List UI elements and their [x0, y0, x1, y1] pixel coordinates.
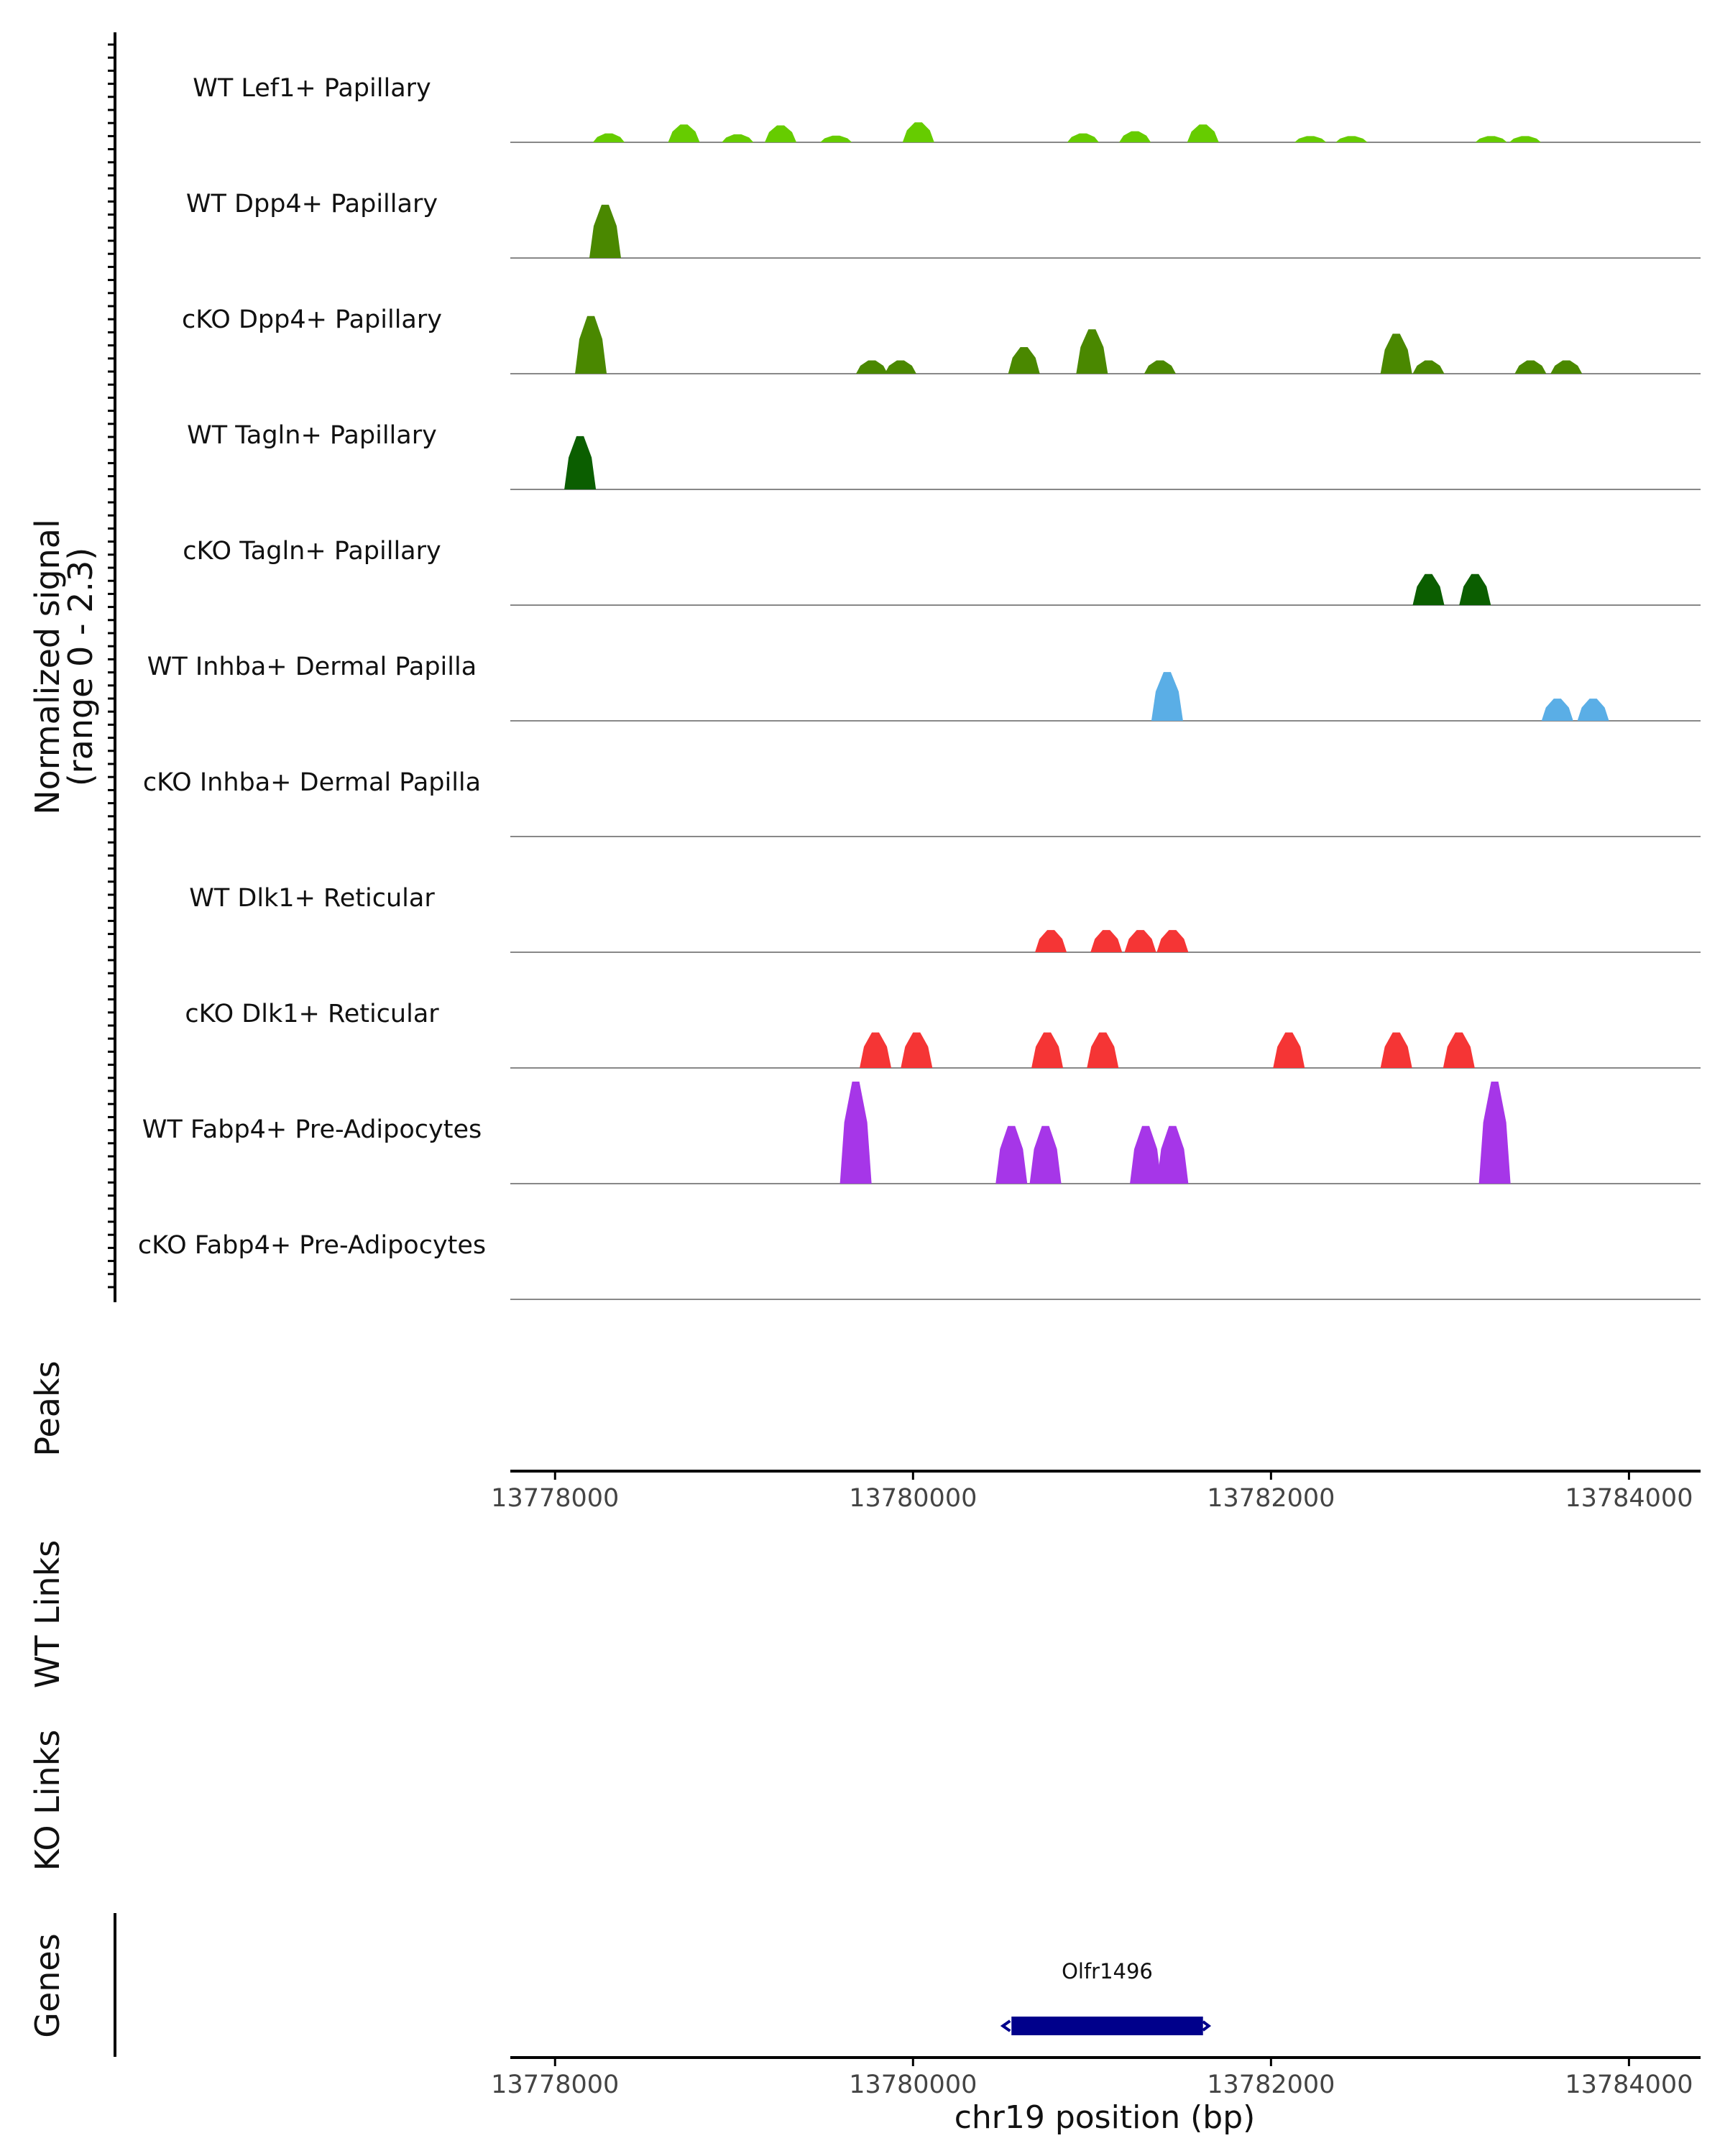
signal-peak: [1412, 573, 1445, 605]
track-3: cKO Dpp4+ Papillary: [182, 305, 1701, 374]
signal-peak: [1187, 124, 1219, 142]
peaks-label: Peaks: [28, 1360, 67, 1456]
track-label: cKO Inhba+ Dermal Papilla: [143, 768, 481, 797]
signal-peak: [1130, 1125, 1162, 1184]
x-axis-bottom: 13778000 13780000 13782000 13784000: [491, 2056, 1701, 2099]
y-axis-label-line1: Normalized signal: [28, 519, 67, 815]
x-axis-title: chr19 position (bp): [954, 2099, 1256, 2136]
signal-peak: [1412, 360, 1445, 374]
signal-peak: [1144, 360, 1176, 374]
gene-end-marker: [1202, 2020, 1212, 2032]
signal-peak: [995, 1125, 1028, 1184]
signal-peak: [1478, 1082, 1511, 1184]
track-label: WT Dpp4+ Papillary: [186, 190, 438, 218]
track-label: WT Tagln+ Papillary: [187, 421, 437, 450]
signal-peak: [1541, 699, 1573, 721]
signal-peak: [564, 436, 597, 489]
signal-peak: [1090, 930, 1123, 952]
signal-peak: [1067, 133, 1099, 142]
track-7: cKO Inhba+ Dermal Papilla: [143, 768, 1701, 837]
x-axis-top: 13778000 13780000 13782000 13784000: [491, 1470, 1701, 1513]
track-4: WT Tagln+ Papillary: [187, 421, 1701, 490]
track-1: WT Lef1+ Papillary: [193, 74, 1701, 143]
track-label: cKO Tagln+ Papillary: [183, 537, 441, 566]
signal-peak: [1031, 1032, 1064, 1068]
x-tick-label: 13778000: [491, 2070, 619, 2099]
signal-peak: [1008, 346, 1040, 374]
signal-peak: [1156, 1125, 1189, 1184]
signal-peak: [840, 1082, 872, 1184]
signal-peak: [765, 125, 797, 142]
track-10: WT Fabp4+ Pre-Adipocytes: [142, 1082, 1701, 1184]
track-11: cKO Fabp4+ Pre-Adipocytes: [138, 1231, 1701, 1300]
signal-axis: [108, 32, 116, 1302]
signal-peak: [575, 315, 607, 374]
track-label: WT Dlk1+ Reticular: [189, 884, 435, 913]
signal-peak: [1294, 136, 1327, 142]
signal-peak: [1087, 1032, 1119, 1068]
signal-peak: [668, 124, 700, 142]
x-tick-label: 13782000: [1207, 1484, 1335, 1513]
x-tick-label: 13778000: [491, 1484, 619, 1513]
signal-peak: [1119, 131, 1151, 142]
gene-name-label: Olfr1496: [1062, 1959, 1153, 1984]
x-tick-label: 13782000: [1207, 2070, 1335, 2099]
signal-peak: [1550, 360, 1583, 374]
signal-peak: [860, 1032, 892, 1068]
signal-peak: [1459, 573, 1491, 605]
signal-peak: [1577, 699, 1609, 721]
ko-links-label: KO Links: [28, 1730, 67, 1871]
x-tick-label: 13780000: [849, 1484, 977, 1513]
signal-peak: [1509, 136, 1541, 142]
track-9: cKO Dlk1+ Reticular: [185, 1000, 1701, 1069]
signal-peak: [1443, 1032, 1475, 1068]
signal-peak: [1151, 672, 1183, 721]
track-label: cKO Fabp4+ Pre-Adipocytes: [138, 1231, 486, 1260]
track-5: cKO Tagln+ Papillary: [183, 537, 1701, 606]
signal-peak: [592, 133, 625, 142]
signal-peak: [1029, 1125, 1062, 1184]
signal-peak: [722, 134, 754, 142]
wt-links-label: WT Links: [28, 1540, 67, 1688]
y-axis-label-line2: (range 0 - 2.3): [61, 548, 100, 787]
signal-peak: [820, 135, 852, 142]
x-tick-label: 13780000: [849, 2070, 977, 2099]
signal-peak: [589, 204, 621, 258]
track-label: cKO Dlk1+ Reticular: [185, 1000, 439, 1028]
track-2: WT Dpp4+ Papillary: [186, 190, 1701, 259]
x-tick-label: 13784000: [1565, 1484, 1693, 1513]
signal-peak: [1035, 930, 1067, 952]
signal-peak: [1380, 1032, 1412, 1068]
tracks: WT Lef1+ Papillary WT Dpp4+ Papillary cKO …: [138, 74, 1701, 1300]
track-label: WT Fabp4+ Pre-Adipocytes: [142, 1115, 482, 1144]
signal-peak: [1124, 930, 1156, 952]
signal-peak: [1335, 136, 1368, 142]
genes-label: Genes: [28, 1933, 67, 2037]
signal-peak: [1475, 136, 1507, 142]
track-8: WT Dlk1+ Reticular: [189, 884, 1701, 953]
gene-strand-arrow: [1000, 2019, 1011, 2032]
signal-peak: [856, 360, 888, 374]
gene-body: [1011, 2017, 1203, 2035]
signal-peak: [1156, 930, 1189, 952]
signal-peak: [1380, 333, 1412, 374]
signal-peak: [1076, 329, 1108, 374]
track-6: WT Inhba+ Dermal Papilla: [147, 653, 1701, 722]
x-tick-label: 13784000: [1565, 2070, 1693, 2099]
signal-peak: [1514, 360, 1547, 374]
gene-track: Olfr1496: [1000, 1959, 1212, 2035]
signal-peak: [902, 122, 934, 142]
track-label: WT Inhba+ Dermal Papilla: [147, 653, 477, 681]
signal-peak: [884, 360, 916, 374]
signal-peak: [1273, 1032, 1305, 1068]
track-label: cKO Dpp4+ Papillary: [182, 305, 442, 334]
track-label: WT Lef1+ Papillary: [193, 74, 431, 103]
signal-peak: [901, 1032, 933, 1068]
